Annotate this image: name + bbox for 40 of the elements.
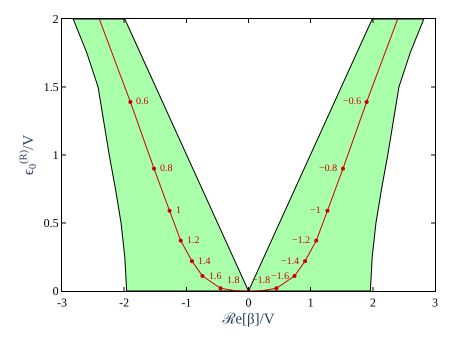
point xyxy=(178,238,183,243)
x-tick-label: 0 xyxy=(246,295,252,310)
point xyxy=(325,208,330,213)
x-tick-label: 3 xyxy=(432,295,438,310)
point xyxy=(292,274,296,278)
point xyxy=(200,274,204,278)
point xyxy=(218,286,223,290)
annotation: −1.2 xyxy=(292,235,310,246)
y-tick-label: 2 xyxy=(52,12,59,26)
annotation: −1.6 xyxy=(271,271,290,282)
point xyxy=(303,259,308,264)
annotation: −0.8 xyxy=(319,163,338,174)
y-tick-label: 0 xyxy=(52,284,59,298)
annotation: −0.6 xyxy=(343,96,362,107)
annotation: 1.8 xyxy=(227,275,240,286)
annotation: 1.6 xyxy=(209,271,222,282)
annotation: 0.8 xyxy=(160,163,172,174)
x-tick-label: -1 xyxy=(181,295,192,310)
x-tick-label: -3 xyxy=(57,295,67,310)
point xyxy=(364,100,369,104)
annotation: −1 xyxy=(310,205,321,216)
annotation: 0.6 xyxy=(136,96,148,107)
x-tick-label: 2 xyxy=(370,295,376,310)
point xyxy=(190,259,194,264)
annotation: 1.2 xyxy=(187,235,200,246)
y-tick-label: 1 xyxy=(52,148,59,162)
point xyxy=(340,166,345,171)
annotation: 1 xyxy=(176,205,181,216)
y-tick-label: 1.5 xyxy=(44,80,59,94)
point xyxy=(314,238,318,243)
annotation: −1.4 xyxy=(281,256,300,267)
x-axis-title: ℛe[β]/V xyxy=(221,311,275,328)
point xyxy=(274,286,278,290)
x-tick-label: -2 xyxy=(119,295,130,310)
point xyxy=(168,208,172,213)
x-tick-label: 1 xyxy=(308,295,314,310)
y-tick-label: 0.5 xyxy=(44,216,59,230)
point xyxy=(128,100,132,104)
annotation: 1.4 xyxy=(198,256,210,267)
point xyxy=(152,166,156,171)
